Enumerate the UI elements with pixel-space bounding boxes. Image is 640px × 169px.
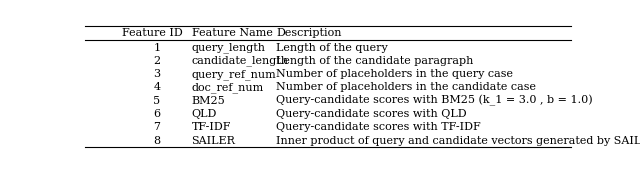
Text: 2: 2 xyxy=(154,56,161,66)
Text: 6: 6 xyxy=(154,109,161,119)
Text: Length of the candidate paragraph: Length of the candidate paragraph xyxy=(276,56,474,66)
Text: 8: 8 xyxy=(154,136,161,146)
Text: SAILER: SAILER xyxy=(191,136,236,146)
Text: Inner product of query and candidate vectors generated by SAILER: Inner product of query and candidate vec… xyxy=(276,136,640,146)
Text: BM25: BM25 xyxy=(191,96,225,106)
Text: Feature ID: Feature ID xyxy=(122,28,183,38)
Text: QLD: QLD xyxy=(191,109,217,119)
Text: 4: 4 xyxy=(154,82,161,92)
Text: Query-candidate scores with QLD: Query-candidate scores with QLD xyxy=(276,109,467,119)
Text: 7: 7 xyxy=(154,122,161,132)
Text: candidate_length: candidate_length xyxy=(191,56,289,66)
Text: TF-IDF: TF-IDF xyxy=(191,122,231,132)
Text: Query-candidate scores with TF-IDF: Query-candidate scores with TF-IDF xyxy=(276,122,481,132)
Text: query_length: query_length xyxy=(191,42,266,53)
Text: doc_ref_num: doc_ref_num xyxy=(191,82,264,93)
Text: query_ref_num: query_ref_num xyxy=(191,69,276,79)
Text: Length of the query: Length of the query xyxy=(276,43,388,53)
Text: Description: Description xyxy=(276,28,341,38)
Text: Query-candidate scores with BM25 (k_1 = 3.0 , b = 1.0): Query-candidate scores with BM25 (k_1 = … xyxy=(276,95,593,106)
Text: Feature Name: Feature Name xyxy=(191,28,273,38)
Text: 3: 3 xyxy=(154,69,161,79)
Text: Number of placeholders in the query case: Number of placeholders in the query case xyxy=(276,69,513,79)
Text: 5: 5 xyxy=(154,96,161,106)
Text: Number of placeholders in the candidate case: Number of placeholders in the candidate … xyxy=(276,82,536,92)
Text: 1: 1 xyxy=(154,43,161,53)
